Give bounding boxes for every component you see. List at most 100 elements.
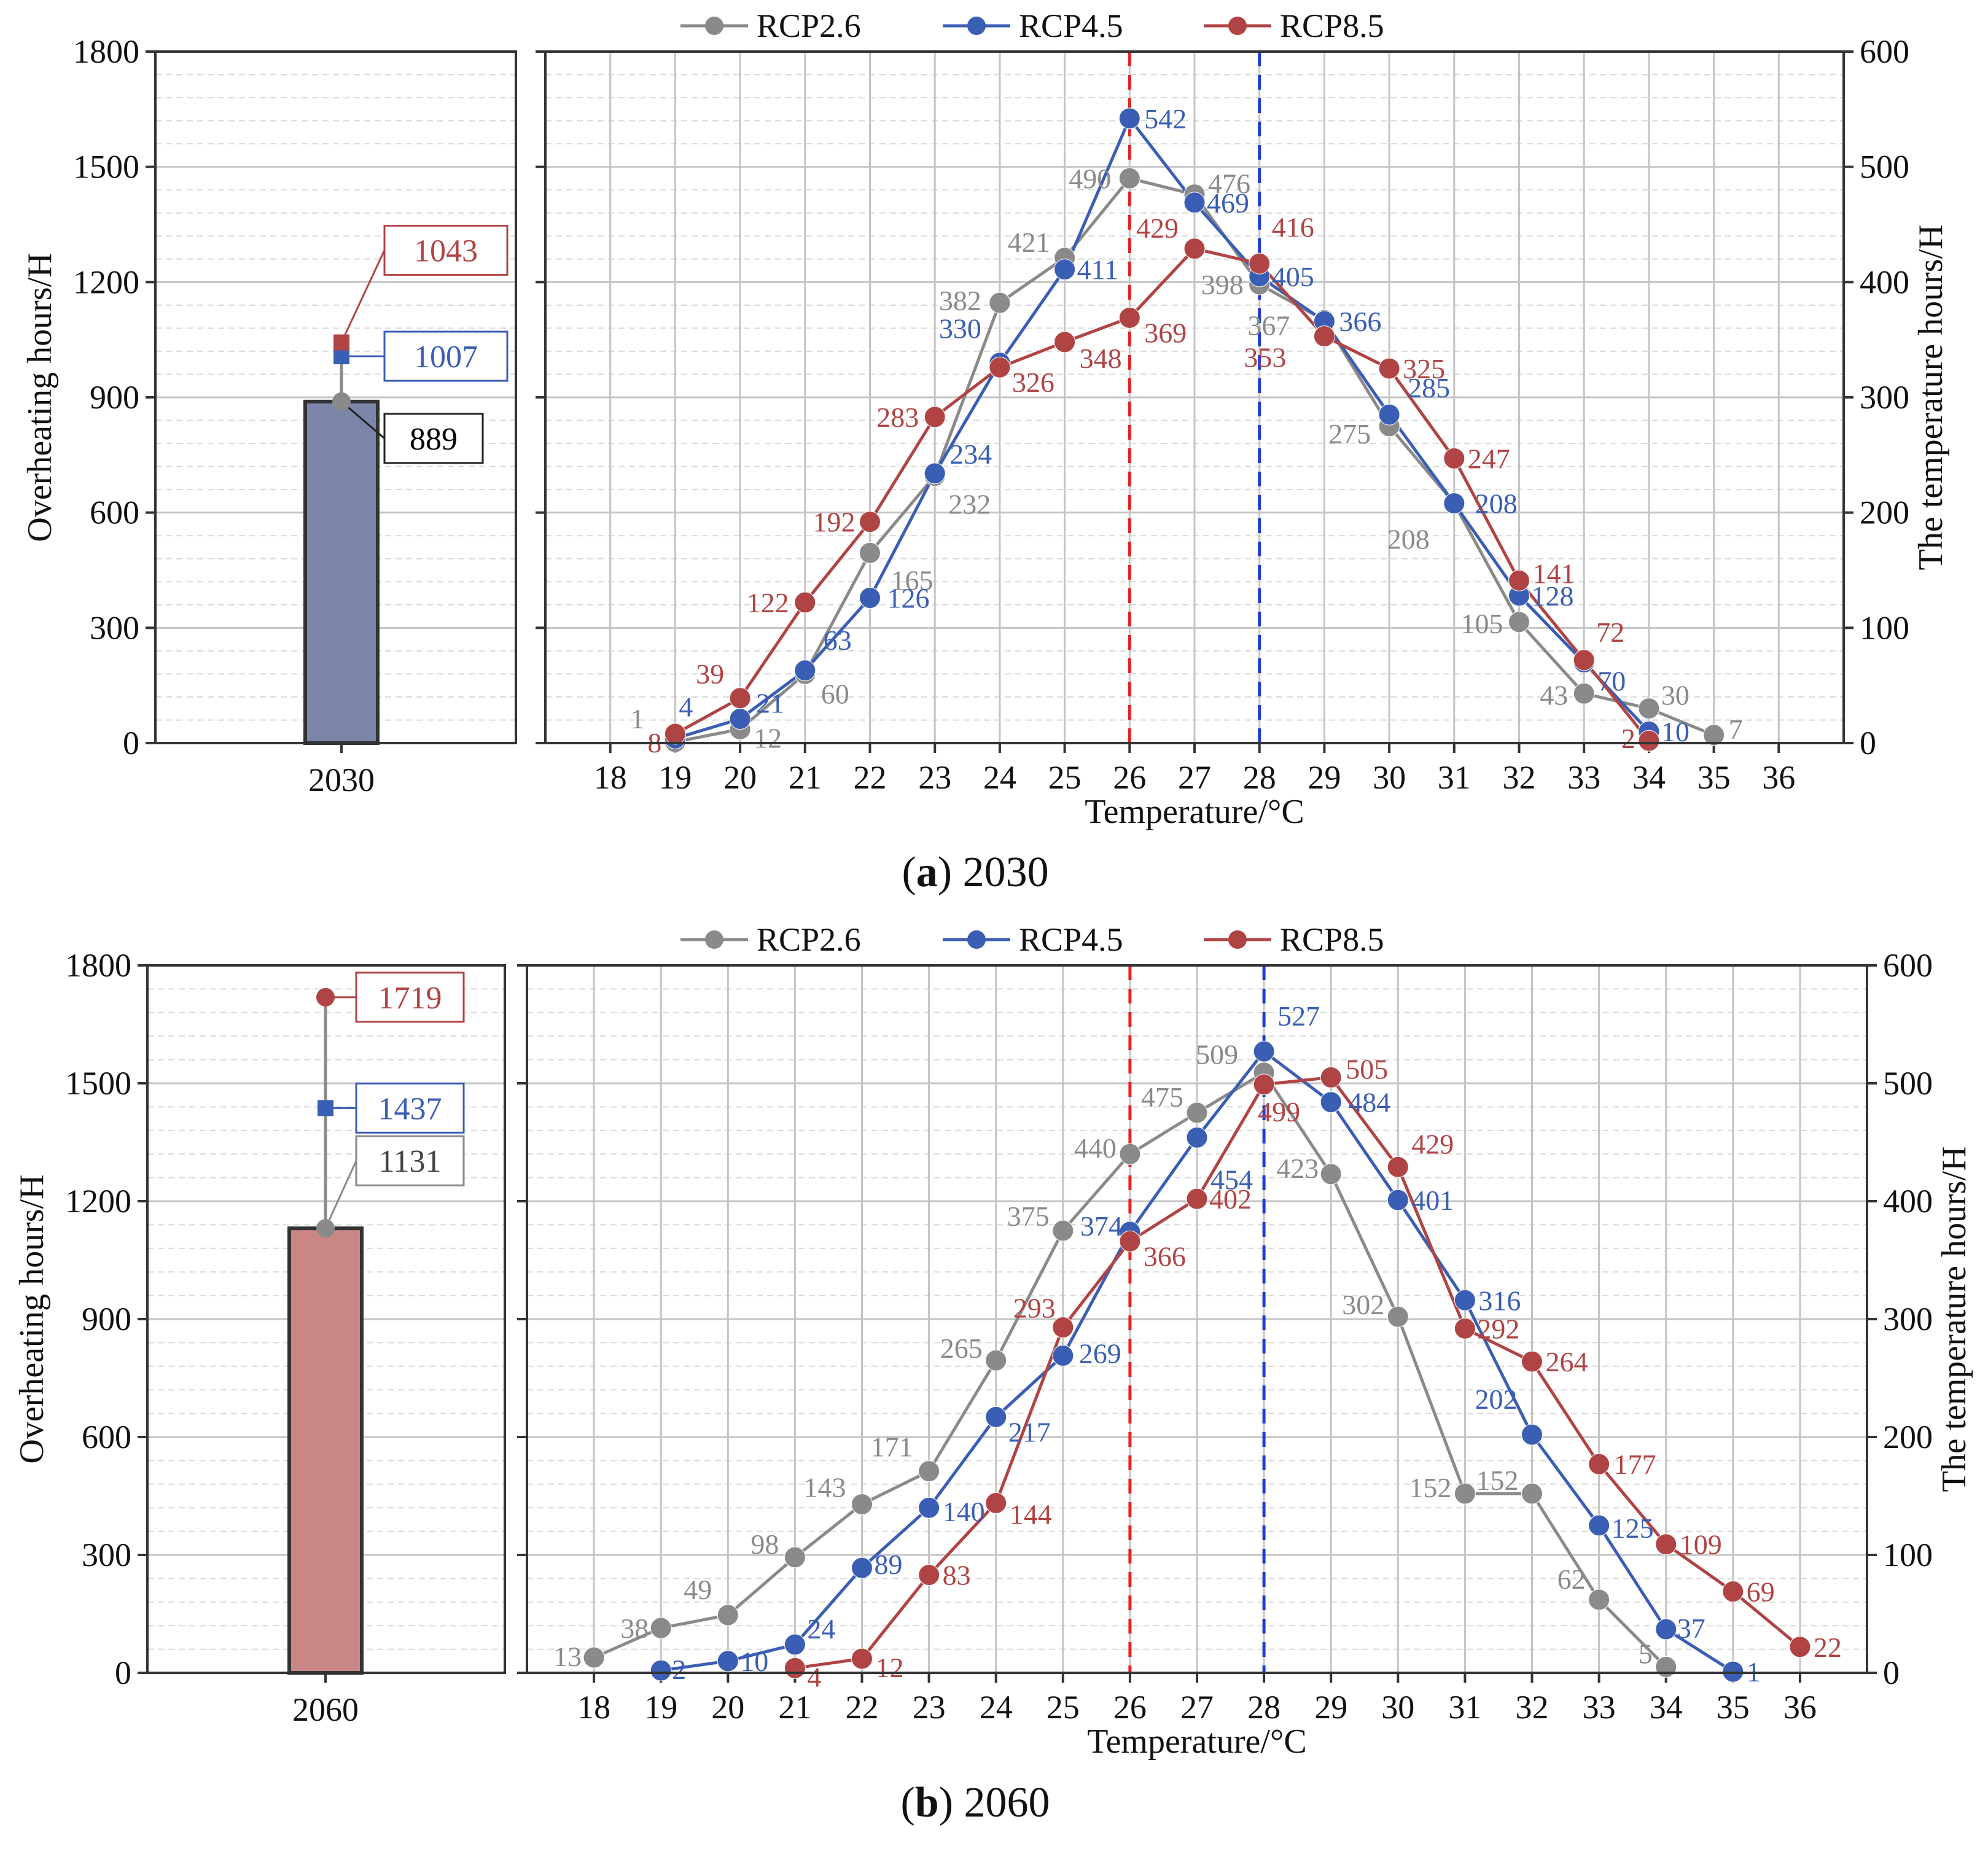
- data-label-rcp45: 89: [875, 1549, 903, 1580]
- y-tick-label: 900: [90, 379, 139, 416]
- x-tick-label: 21: [778, 1689, 811, 1726]
- data-label-rcp85: 177: [1614, 1449, 1656, 1480]
- data-point-rcp26: [1638, 698, 1660, 720]
- y-tick-label: 0: [115, 1654, 131, 1691]
- x-tick-label: 24: [983, 759, 1016, 796]
- x-tick-label: 24: [980, 1689, 1013, 1726]
- y-tick-label: 1200: [65, 1183, 131, 1220]
- data-point-rcp85: [1249, 252, 1271, 275]
- data-point-rcp85: [1443, 447, 1465, 469]
- data-label-rcp45: 285: [1408, 372, 1450, 403]
- data-point-rcp26: [989, 292, 1011, 314]
- data-point-rcp45: [1521, 1424, 1543, 1446]
- legend-marker: [967, 17, 986, 35]
- data-label-rcp85: 4: [807, 1661, 821, 1692]
- legend-item-rcp26: RCP2.6: [680, 921, 861, 958]
- data-label-rcp45: 316: [1478, 1285, 1521, 1316]
- data-label-rcp26: 423: [1276, 1153, 1319, 1184]
- right-y-tick-label: 100: [1883, 1537, 1933, 1573]
- data-label-rcp26: 421: [1008, 227, 1050, 258]
- data-point-rcp26: [784, 1546, 806, 1568]
- value-callout-box: [355, 972, 465, 1023]
- point-marker-rcp26: [332, 392, 351, 411]
- data-label-rcp45: 366: [1339, 306, 1381, 337]
- data-label-rcp45: 2: [672, 1654, 686, 1685]
- point-marker-rcp85: [333, 334, 349, 351]
- legend-label: RCP4.5: [1019, 921, 1123, 958]
- data-point-rcp85: [1655, 1533, 1677, 1556]
- data-label-rcp85: 192: [813, 507, 856, 538]
- data-label-rcp26: 265: [940, 1333, 983, 1364]
- value-callout-label: 1437: [378, 1091, 442, 1126]
- data-point-rcp45: [1655, 1618, 1677, 1640]
- data-point-rcp45: [1320, 1091, 1342, 1113]
- data-point-rcp45: [1443, 493, 1465, 515]
- data-label-rcp45: 21: [756, 688, 784, 719]
- y-tick-label: 600: [82, 1419, 131, 1455]
- data-label-rcp45: 202: [1475, 1384, 1518, 1415]
- data-point-rcp26: [1186, 1102, 1208, 1124]
- data-label-rcp85: 429: [1136, 212, 1179, 244]
- x-tick-label: 27: [1178, 759, 1211, 796]
- data-label-rcp26: 302: [1342, 1289, 1384, 1320]
- bar-panel: 0 300 600 900 1200 1500 1800 1131 1437 1719 2060 Ov…: [13, 947, 506, 1728]
- x-category-label: 2030: [308, 761, 375, 798]
- data-point-rcp45: [1588, 1514, 1610, 1537]
- x-tick-label: 30: [1381, 1689, 1414, 1726]
- data-label-rcp45: 454: [1210, 1164, 1253, 1195]
- data-label-rcp45: 542: [1144, 103, 1187, 134]
- data-point-rcp45: [784, 1634, 806, 1656]
- data-label-rcp45: 63: [824, 625, 852, 656]
- data-point-rcp26: [1573, 682, 1595, 704]
- data-label-rcp85: 283: [876, 402, 919, 433]
- data-point-rcp26: [859, 542, 881, 564]
- x-tick-label: 25: [1047, 1689, 1080, 1726]
- right-y-tick-label: 400: [1883, 1183, 1933, 1220]
- right-y-axis-title: The temperature hours/H: [1935, 1147, 1973, 1492]
- x-tick-label: 31: [1448, 1689, 1481, 1726]
- legend-item-rcp85: RCP8.5: [1204, 7, 1384, 44]
- data-point-rcp45: [1454, 1289, 1476, 1311]
- data-label-rcp26: 476: [1208, 168, 1250, 200]
- series-line-rcp45: [674, 117, 1650, 740]
- data-label-rcp85: 2: [1621, 723, 1635, 754]
- data-point-rcp45: [924, 462, 946, 485]
- data-point-rcp85: [1508, 569, 1530, 591]
- data-point-rcp85: [1183, 238, 1206, 260]
- data-label-rcp85: 12: [876, 1652, 904, 1683]
- data-label-rcp26: 13: [553, 1641, 582, 1672]
- data-point-rcp85: [1119, 1230, 1141, 1252]
- data-point-rcp85: [851, 1648, 873, 1670]
- legend-label: RCP2.6: [757, 921, 861, 958]
- data-point-rcp45: [717, 1650, 739, 1672]
- x-tick-label: 19: [644, 1689, 677, 1726]
- data-point-rcp45: [985, 1406, 1007, 1428]
- y-tick-label: 1800: [73, 33, 139, 70]
- data-label-rcp85: 72: [1596, 617, 1624, 648]
- data-label-rcp26: 43: [1540, 679, 1568, 711]
- data-point-rcp85: [1789, 1636, 1811, 1658]
- x-tick-label: 35: [1698, 759, 1731, 796]
- data-label-rcp85: 325: [1403, 353, 1445, 384]
- data-label-rcp85: 293: [1013, 1292, 1056, 1323]
- data-point-rcp26: [1387, 1306, 1409, 1328]
- data-point-rcp85: [1722, 1581, 1744, 1603]
- right-y-tick-label: 600: [1860, 33, 1909, 70]
- data-label-rcp26: 38: [620, 1613, 649, 1644]
- data-label-rcp85: 247: [1468, 443, 1510, 474]
- x-tick-label: 28: [1243, 759, 1276, 796]
- data-label-rcp45: 405: [1272, 261, 1314, 292]
- right-y-tick-label: 200: [1883, 1419, 1933, 1455]
- legend-marker: [705, 930, 723, 949]
- y-tick-label: 1200: [73, 263, 139, 300]
- data-point-rcp85: [1638, 730, 1660, 752]
- x-tick-label: 32: [1503, 759, 1536, 796]
- x-axis-title: Temperature/°C: [1087, 1723, 1306, 1761]
- data-label-rcp26: 49: [684, 1574, 712, 1605]
- data-label-rcp45: 411: [1077, 254, 1118, 286]
- value-callout-label: 1007: [414, 340, 478, 375]
- data-label-rcp85: 429: [1411, 1128, 1454, 1159]
- data-label-rcp26: 152: [1476, 1465, 1519, 1496]
- data-point-rcp85: [1588, 1453, 1610, 1475]
- x-tick-label: 26: [1113, 1689, 1147, 1726]
